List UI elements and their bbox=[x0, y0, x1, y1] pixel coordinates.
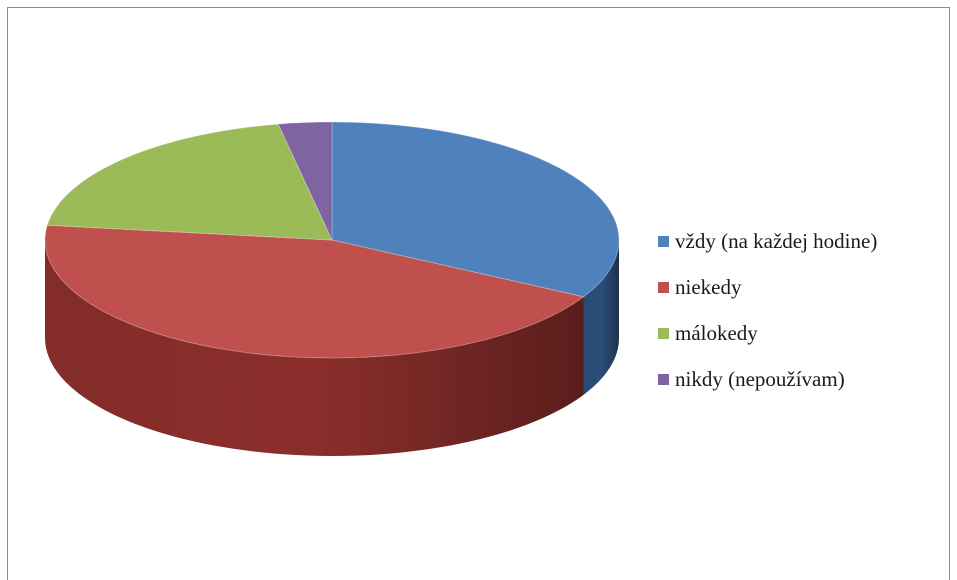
legend-item-vzdy-na-kazdej-hodine: vždy (na každej hodine) bbox=[658, 218, 877, 264]
legend-item-niekedy: niekedy bbox=[658, 264, 877, 310]
pie-side-shade bbox=[583, 240, 619, 395]
legend-label: málokedy bbox=[675, 320, 758, 345]
pie-slice-malokedy bbox=[46, 123, 333, 241]
pie-slice-niekedy bbox=[44, 224, 585, 359]
pie-tops bbox=[44, 121, 620, 359]
legend-label: vždy (na každej hodine) bbox=[675, 228, 878, 253]
legend-label: niekedy bbox=[675, 274, 742, 299]
pie-slice-vzdy-na-kazdej-hodine bbox=[331, 121, 620, 298]
pie-side-shade bbox=[45, 240, 584, 456]
legend-item-malokedy: málokedy bbox=[658, 310, 877, 356]
pie-sides bbox=[45, 240, 619, 456]
legend-swatch bbox=[658, 281, 669, 293]
legend-swatch bbox=[658, 327, 669, 339]
legend: vždy (na každej hodine) niekedy málokedy ni… bbox=[658, 218, 877, 402]
legend-item-nikdy-nepouzivam: nikdy (nepoužívam) bbox=[658, 356, 877, 402]
legend-swatch bbox=[658, 373, 669, 385]
legend-label: nikdy (nepoužívam) bbox=[675, 366, 845, 391]
pie-slice-nikdy-nepouzivam bbox=[277, 121, 333, 241]
legend-swatch bbox=[658, 235, 669, 247]
